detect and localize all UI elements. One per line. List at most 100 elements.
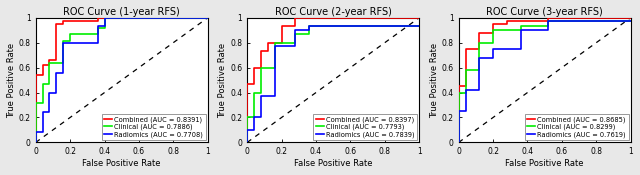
- Line: Combined (AUC = 0.8391): Combined (AUC = 0.8391): [36, 18, 208, 142]
- Radiomics (AUC = 0.7708): [100, 25, 108, 27]
- Combined (AUC = 0.8397): [243, 83, 251, 85]
- Clinical (AUC = 0.7793): [305, 25, 313, 27]
- Clinical (AUC = 0.8299): [476, 69, 483, 71]
- Clinical (AUC = 0.8299): [516, 25, 524, 27]
- Combined (AUC = 0.8397): [257, 66, 265, 69]
- Radiomics (AUC = 0.7619): [455, 141, 463, 144]
- Radiomics (AUC = 0.7708): [32, 141, 40, 144]
- Radiomics (AUC = 0.7839): [271, 95, 278, 97]
- Clinical (AUC = 0.8299): [627, 20, 634, 23]
- Clinical (AUC = 0.7886): [67, 40, 74, 43]
- Radiomics (AUC = 0.7619): [516, 29, 524, 31]
- Line: Clinical (AUC = 0.7886): Clinical (AUC = 0.7886): [36, 18, 208, 142]
- Clinical (AUC = 0.8299): [461, 69, 469, 71]
- Combined (AUC = 0.8685): [503, 20, 511, 23]
- Clinical (AUC = 0.7793): [305, 33, 313, 35]
- Radiomics (AUC = 0.7708): [52, 92, 60, 94]
- Clinical (AUC = 0.7886): [32, 141, 40, 144]
- Combined (AUC = 0.8391): [39, 74, 47, 76]
- Radiomics (AUC = 0.7619): [461, 89, 469, 91]
- Clinical (AUC = 0.7886): [45, 62, 53, 64]
- Clinical (AUC = 0.8299): [455, 141, 463, 144]
- Clinical (AUC = 0.7793): [257, 92, 265, 94]
- Combined (AUC = 0.8397): [305, 17, 313, 19]
- Line: Radiomics (AUC = 0.7619): Radiomics (AUC = 0.7619): [459, 22, 630, 142]
- Clinical (AUC = 0.8299): [476, 42, 483, 44]
- Radiomics (AUC = 0.7708): [204, 17, 212, 19]
- Clinical (AUC = 0.7793): [243, 141, 251, 144]
- Combined (AUC = 0.8397): [250, 66, 258, 69]
- Radiomics (AUC = 0.7619): [544, 20, 552, 23]
- Combined (AUC = 0.8685): [455, 141, 463, 144]
- Line: Radiomics (AUC = 0.7708): Radiomics (AUC = 0.7708): [36, 18, 208, 142]
- Radiomics (AUC = 0.7619): [461, 110, 469, 112]
- Combined (AUC = 0.8391): [52, 23, 60, 25]
- Radiomics (AUC = 0.7708): [39, 111, 47, 114]
- Clinical (AUC = 0.8299): [544, 25, 552, 27]
- Clinical (AUC = 0.7886): [94, 33, 102, 35]
- Combined (AUC = 0.8685): [461, 85, 469, 87]
- Radiomics (AUC = 0.7839): [257, 116, 265, 118]
- Radiomics (AUC = 0.7839): [243, 129, 251, 131]
- Combined (AUC = 0.8685): [544, 17, 552, 19]
- Clinical (AUC = 0.7886): [94, 27, 102, 29]
- Combined (AUC = 0.8397): [264, 50, 271, 52]
- Combined (AUC = 0.8391): [52, 59, 60, 61]
- Clinical (AUC = 0.7886): [67, 33, 74, 35]
- Title: ROC Curve (3-year RFS): ROC Curve (3-year RFS): [486, 7, 603, 17]
- Radiomics (AUC = 0.7708): [60, 42, 67, 44]
- Clinical (AUC = 0.8299): [544, 20, 552, 23]
- Clinical (AUC = 0.8299): [489, 42, 497, 44]
- Title: ROC Curve (2-year RFS): ROC Curve (2-year RFS): [275, 7, 392, 17]
- Clinical (AUC = 0.7886): [204, 17, 212, 19]
- Radiomics (AUC = 0.7708): [45, 92, 53, 94]
- X-axis label: False Positive Rate: False Positive Rate: [294, 159, 372, 168]
- Combined (AUC = 0.8685): [544, 20, 552, 23]
- Y-axis label: True Positive Rate: True Positive Rate: [218, 43, 227, 118]
- Combined (AUC = 0.8685): [476, 48, 483, 50]
- Clinical (AUC = 0.7793): [243, 116, 251, 118]
- Combined (AUC = 0.8391): [60, 20, 67, 23]
- Radiomics (AUC = 0.7839): [305, 25, 313, 27]
- Legend: Combined (AUC = 0.8397), Clinical (AUC = 0.7793), Radiomics (AUC = 0.7839): Combined (AUC = 0.8397), Clinical (AUC =…: [313, 114, 417, 140]
- Combined (AUC = 0.8391): [39, 64, 47, 66]
- Radiomics (AUC = 0.7708): [60, 72, 67, 74]
- Radiomics (AUC = 0.7619): [455, 110, 463, 112]
- Radiomics (AUC = 0.7619): [476, 57, 483, 59]
- Combined (AUC = 0.8391): [94, 20, 102, 23]
- Combined (AUC = 0.8685): [627, 17, 634, 19]
- Radiomics (AUC = 0.7839): [305, 29, 313, 31]
- Clinical (AUC = 0.7886): [60, 62, 67, 64]
- Combined (AUC = 0.8685): [489, 32, 497, 34]
- Clinical (AUC = 0.8299): [489, 29, 497, 31]
- Combined (AUC = 0.8397): [291, 25, 299, 27]
- Line: Clinical (AUC = 0.7793): Clinical (AUC = 0.7793): [247, 26, 419, 142]
- Clinical (AUC = 0.7886): [60, 40, 67, 43]
- Combined (AUC = 0.8391): [94, 17, 102, 19]
- Radiomics (AUC = 0.7708): [45, 111, 53, 114]
- X-axis label: False Positive Rate: False Positive Rate: [506, 159, 584, 168]
- Combined (AUC = 0.8391): [60, 23, 67, 25]
- Clinical (AUC = 0.8299): [461, 92, 469, 94]
- Clinical (AUC = 0.7793): [271, 42, 278, 44]
- Radiomics (AUC = 0.7708): [94, 25, 102, 27]
- Clinical (AUC = 0.7793): [257, 66, 265, 69]
- Y-axis label: True Positive Rate: True Positive Rate: [7, 43, 16, 118]
- Radiomics (AUC = 0.7839): [250, 116, 258, 118]
- Clinical (AUC = 0.7793): [250, 116, 258, 118]
- Line: Clinical (AUC = 0.8299): Clinical (AUC = 0.8299): [459, 22, 630, 142]
- Clinical (AUC = 0.7793): [415, 25, 423, 27]
- Radiomics (AUC = 0.7619): [516, 48, 524, 50]
- Combined (AUC = 0.8397): [278, 42, 285, 44]
- Combined (AUC = 0.8397): [305, 17, 313, 19]
- Clinical (AUC = 0.7793): [291, 33, 299, 35]
- Clinical (AUC = 0.7793): [250, 92, 258, 94]
- Clinical (AUC = 0.7886): [39, 83, 47, 85]
- Radiomics (AUC = 0.7839): [291, 29, 299, 31]
- Clinical (AUC = 0.7886): [100, 27, 108, 29]
- Title: ROC Curve (1-year RFS): ROC Curve (1-year RFS): [63, 7, 180, 17]
- Radiomics (AUC = 0.7708): [100, 17, 108, 19]
- Radiomics (AUC = 0.7839): [250, 129, 258, 131]
- Line: Radiomics (AUC = 0.7839): Radiomics (AUC = 0.7839): [247, 26, 419, 142]
- Radiomics (AUC = 0.7619): [489, 57, 497, 59]
